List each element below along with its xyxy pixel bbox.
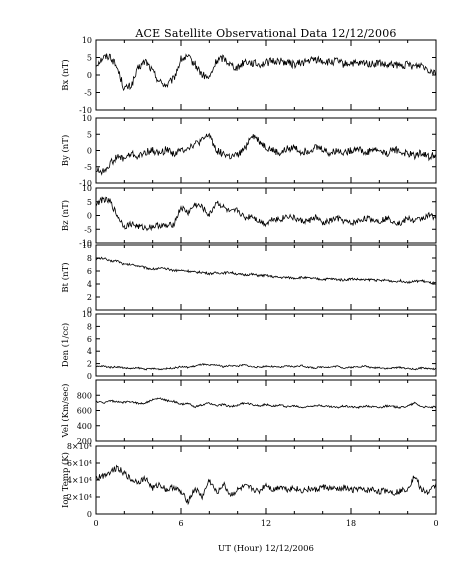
x-tick-label: 0	[93, 519, 98, 528]
y-tick-label-bx: 10	[82, 36, 92, 45]
y-tick-label-temp: 2×10⁴	[67, 493, 92, 502]
y-tick-label-den: 6	[87, 335, 92, 344]
x-axis-label: UT (Hour) 12/12/2006	[218, 544, 314, 554]
x-tick-label: 6	[178, 519, 183, 528]
x-tick-label: 18	[346, 519, 356, 528]
y-tick-label-temp: 0	[87, 510, 92, 519]
y-tick-label-bx: 0	[87, 71, 92, 80]
y-axis-label-bx: Bx (nT)	[60, 59, 71, 91]
y-tick-label-by: -5	[84, 163, 92, 172]
y-tick-label-bt: 8	[87, 254, 92, 263]
panel-frame-bt	[95, 244, 437, 311]
y-tick-label-bt: 6	[87, 267, 92, 276]
y-tick-label-den: 2	[87, 360, 92, 369]
y-tick-label-bz: 0	[87, 212, 92, 221]
series-line-bx	[95, 53, 437, 92]
y-tick-label-den: 4	[87, 347, 92, 356]
y-tick-label-bz: -10	[79, 239, 92, 248]
y-axis-label-bz: Bz (nT)	[60, 200, 71, 231]
y-axis-label-by: By (nT)	[60, 135, 71, 167]
series-line-by	[96, 132, 437, 176]
y-tick-label-bt: 2	[87, 293, 92, 302]
y-tick-label-bt: 0	[87, 306, 92, 315]
y-tick-label-temp: 6×10⁴	[67, 459, 92, 468]
y-tick-label-bx: 5	[87, 54, 92, 63]
chart-title: ACE Satellite Observational Data 12/12/2…	[135, 27, 397, 40]
y-tick-label-by: 5	[87, 130, 92, 139]
y-tick-label-bt: 10	[82, 241, 92, 250]
y-tick-label-den: 8	[87, 322, 92, 331]
y-tick-label-by: 0	[87, 147, 92, 156]
series-line-bz	[95, 196, 437, 232]
y-axis-label-den: Den (1/cc)	[60, 323, 71, 367]
series-line-vel	[95, 397, 437, 410]
y-axis-label-temp: Ion Temp (K)	[60, 452, 71, 508]
y-tick-label-vel: 800	[77, 391, 92, 400]
y-tick-label-vel: 400	[77, 422, 92, 431]
series-line-temp	[95, 464, 437, 506]
y-tick-label-by: -10	[79, 179, 92, 188]
y-tick-label-bz: -5	[84, 225, 92, 234]
y-tick-label-bx: -5	[84, 89, 92, 98]
y-tick-label-bt: 4	[87, 280, 92, 289]
y-tick-label-vel: 600	[77, 407, 92, 416]
y-tick-label-bz: 10	[82, 184, 92, 193]
y-tick-label-bz: 5	[87, 198, 92, 207]
panel-frame-bz	[95, 187, 437, 244]
x-tick-label: 0	[433, 519, 438, 528]
y-tick-label-temp: 4×10⁴	[67, 476, 92, 485]
y-tick-label-den: 0	[87, 372, 92, 381]
y-tick-label-temp: 8×10⁴	[67, 442, 92, 451]
y-tick-label-bx: -10	[79, 106, 92, 115]
y-axis-label-bt: Bt (nT)	[60, 262, 71, 292]
y-tick-label-by: 10	[82, 114, 92, 123]
panel-frame-by	[95, 117, 437, 184]
y-axis-label-vel: Vel (Km/sec)	[60, 384, 71, 439]
x-tick-label: 12	[261, 519, 271, 528]
series-line-bt	[95, 256, 437, 285]
panel-frame-vel	[95, 379, 437, 442]
series-line-den	[95, 362, 437, 371]
y-tick-label-vel: 200	[77, 437, 92, 446]
y-tick-label-den: 10	[82, 310, 92, 319]
panel-frame-bx	[95, 39, 437, 111]
